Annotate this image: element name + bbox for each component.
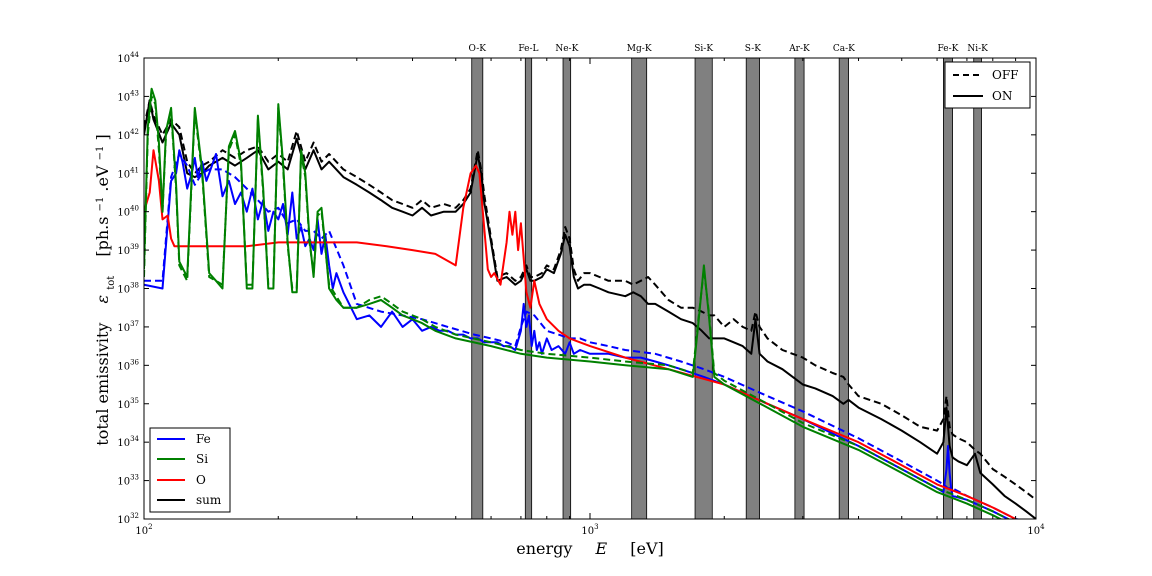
color-legend-box bbox=[149, 427, 231, 513]
x-axis-label-symbol: E bbox=[594, 539, 607, 558]
y-tick-label: 1036 bbox=[117, 358, 139, 372]
x-axis-title: energy E [eV] bbox=[516, 539, 664, 558]
band-s-k bbox=[745, 57, 760, 520]
series-sum-on bbox=[144, 99, 1036, 519]
style-legend-box bbox=[944, 61, 1031, 109]
y-axis-label-text: total emissivity bbox=[93, 323, 112, 446]
x-tick-label: 102 bbox=[135, 523, 152, 537]
color-legend: Fe Si O sum bbox=[149, 427, 231, 513]
y-axis-label-unit-end: ] bbox=[93, 134, 112, 140]
series-lines bbox=[144, 87, 1036, 519]
band-label-si-k: Si-K bbox=[694, 44, 713, 54]
band-ca-k bbox=[838, 57, 849, 520]
y-tick-label: 1044 bbox=[117, 51, 139, 65]
band-ni-k bbox=[973, 57, 982, 520]
band-label-fe-l: Fe-L bbox=[518, 44, 538, 54]
band-label-mg-k: Mg-K bbox=[627, 44, 652, 54]
style-legend: OFF ON bbox=[944, 61, 1031, 109]
y-tick-label: 1034 bbox=[117, 435, 139, 449]
y-tick-label: 1033 bbox=[117, 474, 139, 488]
y-tick-label: 1043 bbox=[117, 89, 139, 103]
x-tick-label: 103 bbox=[581, 523, 598, 537]
band-labels: O-K Fe-L Ne-K Mg-K Si-K S-K Ar-K Ca-K Fe-K Ni-K bbox=[469, 44, 989, 54]
x-axis-label-text: energy bbox=[516, 539, 572, 558]
axis-ticks: 1032103310341035103610371038103910401041… bbox=[117, 51, 1045, 537]
band-ne-k bbox=[562, 57, 572, 520]
series-si-on bbox=[144, 87, 1003, 519]
y-axis-label-unit-sup1: −1 bbox=[95, 197, 106, 212]
legend-si-label: Si bbox=[196, 452, 208, 466]
band-label-s-k: S-K bbox=[745, 44, 762, 54]
y-axis-label-unit-mid: .eV bbox=[93, 165, 112, 192]
y-tick-label: 1042 bbox=[117, 128, 139, 142]
legend-on-label: ON bbox=[992, 89, 1012, 103]
y-axis-title: total emissivity ε tot [ph.s −1 .eV −1 ] bbox=[93, 134, 117, 445]
y-tick-label: 1040 bbox=[117, 205, 139, 219]
band-si-k bbox=[694, 57, 713, 520]
y-tick-label: 1041 bbox=[117, 166, 139, 180]
band-o-k bbox=[471, 57, 484, 520]
y-tick-label: 1038 bbox=[117, 282, 139, 296]
band-label-ne-k: Ne-K bbox=[555, 44, 578, 54]
x-axis-label-unit: [eV] bbox=[630, 539, 664, 558]
y-axis-label-subscript: tot bbox=[106, 276, 117, 290]
band-label-o-k: O-K bbox=[469, 44, 487, 54]
band-label-ca-k: Ca-K bbox=[833, 44, 855, 54]
y-tick-label: 1035 bbox=[117, 397, 139, 411]
legend-off-label: OFF bbox=[992, 68, 1019, 82]
y-axis-label-symbol: ε bbox=[93, 295, 112, 304]
x-tick-label: 104 bbox=[1027, 523, 1045, 537]
series-sum-off bbox=[144, 99, 1036, 501]
band-mg-k bbox=[631, 57, 648, 520]
series-fe-off bbox=[144, 153, 1022, 519]
band-label-ni-k: Ni-K bbox=[967, 44, 988, 54]
y-tick-label: 1039 bbox=[117, 243, 139, 257]
legend-o-label: O bbox=[196, 473, 206, 487]
band-label-ar-k: Ar-K bbox=[788, 44, 810, 54]
y-axis-label-unit-sup2: −1 bbox=[95, 146, 106, 161]
band-label-fe-k: Fe-K bbox=[938, 44, 959, 54]
legend-fe-label: Fe bbox=[196, 432, 211, 446]
y-tick-label: 1032 bbox=[117, 512, 139, 526]
legend-sum-label: sum bbox=[196, 493, 222, 507]
energy-bands bbox=[471, 57, 982, 520]
y-tick-label: 1037 bbox=[117, 320, 139, 334]
band-ar-k bbox=[794, 57, 805, 520]
y-axis-label-unit-main: [ph.s bbox=[93, 217, 112, 257]
